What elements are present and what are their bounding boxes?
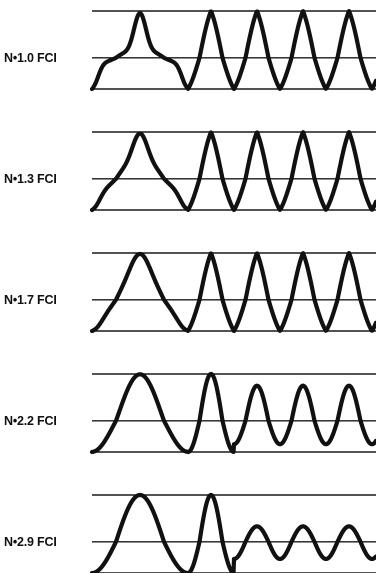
panel-label: N•1.0 FCI <box>4 51 57 65</box>
panel-label: N•1.3 FCI <box>4 172 57 186</box>
waveform-panel: N•1.0 FCI <box>4 8 376 92</box>
waveform-trace <box>89 129 376 213</box>
waveform-panel: N•1.7 FCI <box>4 250 376 334</box>
panel-label: N•2.2 FCI <box>4 414 57 428</box>
waveform-panel: N•2.2 FCI <box>4 371 376 455</box>
panel-label: N•2.9 FCI <box>4 535 57 549</box>
waveform-panel: N•2.9 FCI <box>4 492 376 573</box>
waveform-trace <box>89 492 376 573</box>
waveform-trace <box>89 371 376 455</box>
panel-label: N•1.7 FCI <box>4 293 57 307</box>
waveform-trace <box>89 8 376 92</box>
waveform-trace <box>89 250 376 334</box>
waveform-panel: N•1.3 FCI <box>4 129 376 213</box>
panels: N•1.0 FCI N•1.3 FCI N•1.7 FCI N•2.2 FCI N•2.… <box>4 8 376 573</box>
